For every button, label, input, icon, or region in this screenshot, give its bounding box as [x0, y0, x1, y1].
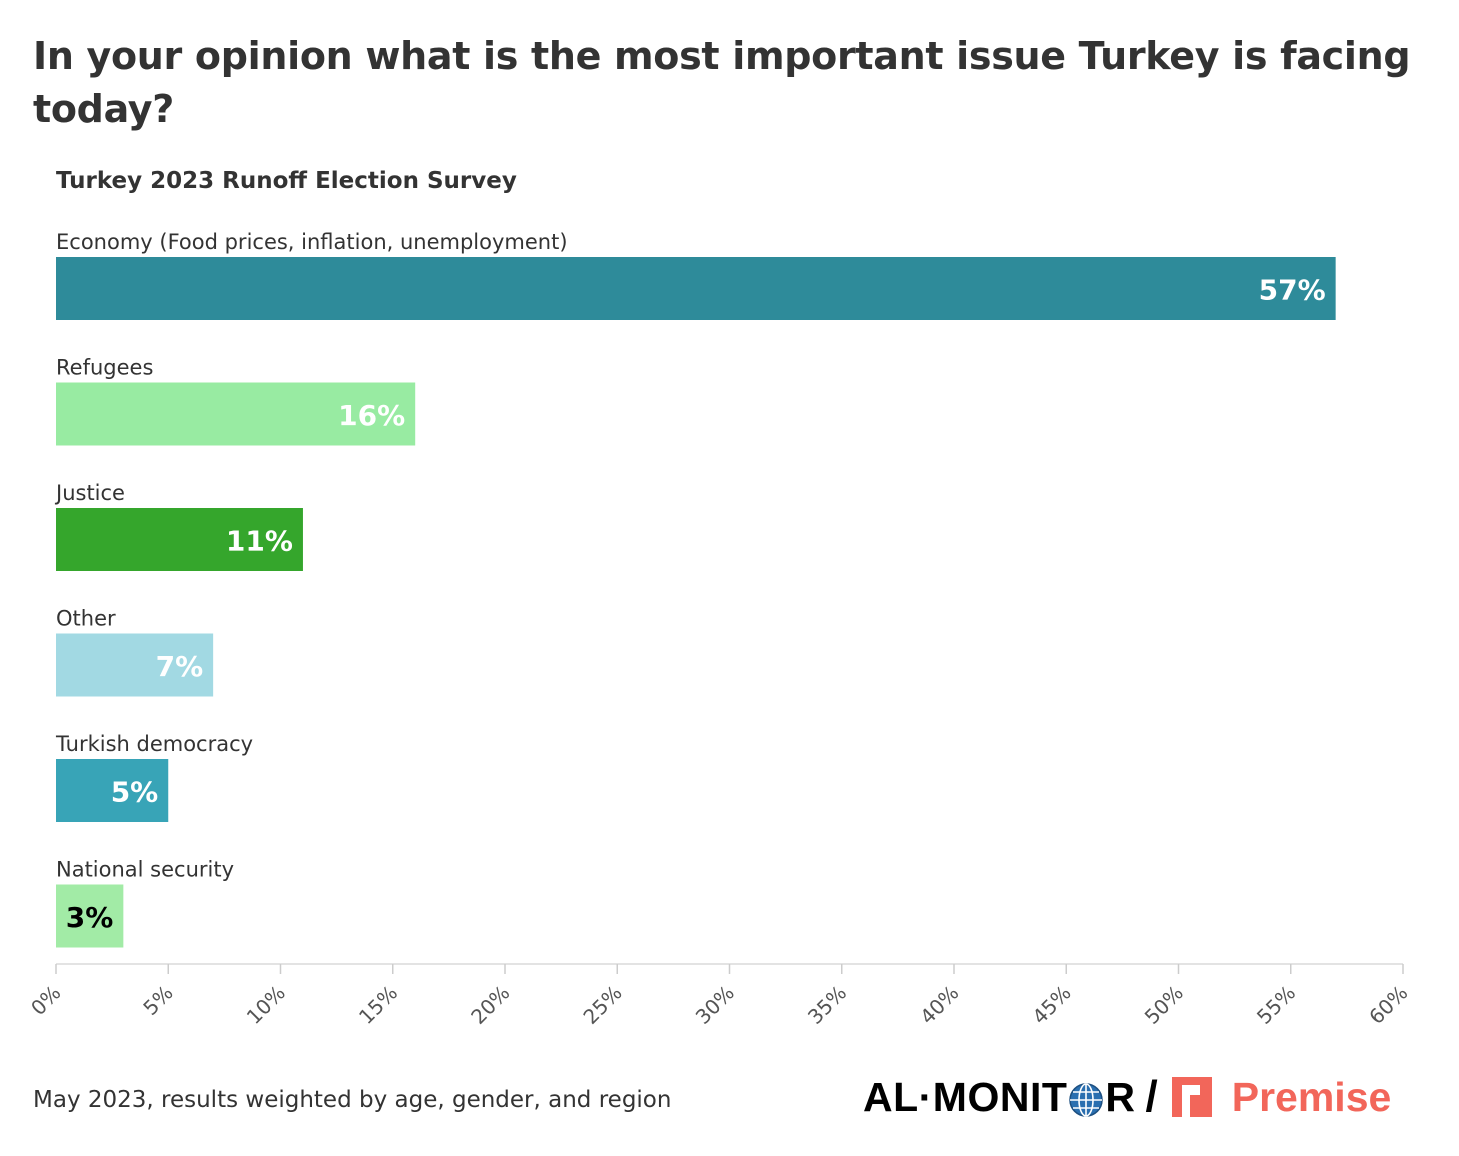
premise-wordmark: Premise: [1231, 1073, 1392, 1120]
bar-4: [56, 759, 169, 822]
brand-logos: AL·MONIT R / Premise: [863, 1068, 1391, 1126]
x-tick-label: 60%: [1364, 981, 1412, 1029]
value-label: 57%: [1259, 274, 1326, 307]
x-tick-label: 10%: [242, 981, 290, 1029]
al-monitor-logo: AL·MONIT R: [863, 1074, 1136, 1121]
value-label: 16%: [338, 399, 405, 432]
x-tick-label: 45%: [1027, 981, 1075, 1029]
category-label: National security: [56, 858, 234, 882]
source-note: May 2023, results weighted by age, gende…: [33, 1087, 672, 1113]
bar-5: [56, 884, 124, 948]
brand-separator: /: [1145, 1072, 1158, 1121]
premise-logo-icon: [1171, 1077, 1212, 1117]
bar-0: [56, 257, 1336, 320]
value-label: 7%: [156, 650, 204, 683]
chart-title: In your opinion what is the most importa…: [33, 34, 1411, 131]
al-monitor-wordmark: AL·MONIT: [863, 1073, 1068, 1120]
value-label: 3%: [66, 901, 114, 934]
x-tick-label: 25%: [578, 981, 626, 1029]
chart-subtitle: Turkey 2023 Runoff Election Survey: [56, 168, 517, 194]
value-label: 5%: [111, 776, 159, 809]
bar-1: [56, 382, 416, 446]
al-monitor-wordmark-tail: R: [1105, 1073, 1136, 1120]
x-tick-label: 0%: [26, 981, 65, 1020]
category-label: Turkish democracy: [55, 732, 253, 756]
category-label: Justice: [54, 481, 125, 505]
x-tick-label: 5%: [138, 981, 177, 1020]
category-label: Refugees: [56, 356, 153, 380]
category-label: Other: [56, 607, 116, 631]
bar-3: [56, 633, 214, 697]
x-tick-label: 50%: [1140, 981, 1188, 1029]
x-tick-label: 20%: [466, 981, 514, 1029]
value-label: 11%: [226, 525, 293, 558]
globe-icon: [1069, 1082, 1104, 1117]
x-tick-label: 30%: [691, 981, 739, 1029]
x-tick-label: 15%: [354, 981, 402, 1029]
x-tick-label: 55%: [1252, 981, 1300, 1029]
x-tick-label: 35%: [803, 981, 851, 1029]
bar-chart: Economy (Food prices, inflation, unemplo…: [26, 230, 1412, 1029]
x-tick-label: 40%: [915, 981, 963, 1029]
bar-2: [56, 508, 303, 571]
category-label: Economy (Food prices, inflation, unemplo…: [56, 230, 568, 254]
